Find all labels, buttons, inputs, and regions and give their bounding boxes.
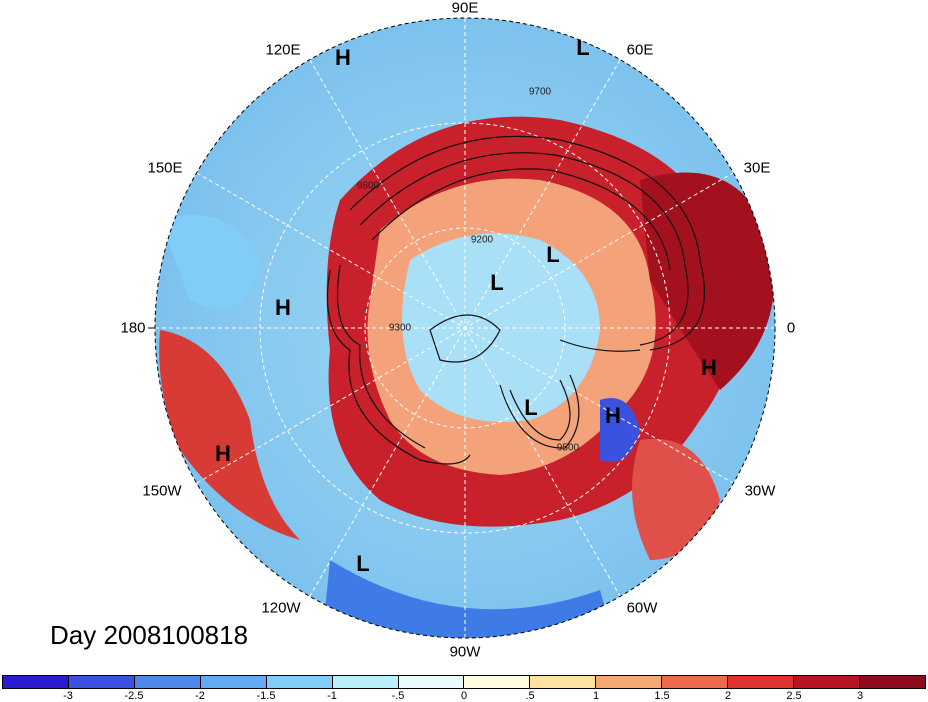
colorbar-segment (464, 676, 531, 688)
lon-label-150e: 150E (147, 159, 183, 177)
colorbar-segment (200, 676, 267, 688)
colorbar-tick-label: .5 (525, 690, 535, 702)
colorbar-tick-label: 1.5 (654, 690, 670, 702)
colorbar-segment (794, 676, 860, 688)
colorbar-segment (596, 676, 663, 688)
lon-label-90w: 90W (449, 643, 481, 661)
lon-label-180: 180 (120, 319, 146, 337)
blue-region-west (160, 215, 260, 309)
contour-label: 9700 (528, 86, 552, 98)
lon-label-60w: 60W (626, 599, 658, 617)
graticule (155, 18, 775, 638)
polar-map (148, 17, 776, 639)
pressure-center-l: L (356, 551, 370, 576)
lon-label-150w: 150W (142, 482, 182, 500)
colorbar-segment (728, 676, 795, 688)
colorbar-tick-label: 1 (592, 690, 600, 702)
contour-label: 9800 (356, 180, 380, 192)
pressure-center-h: H (275, 295, 291, 320)
colorbar-segment (859, 676, 925, 688)
colorbar-tick-label: -1 (327, 690, 337, 702)
colorbar-segment (3, 676, 69, 688)
lon-label-30w: 30W (744, 482, 776, 500)
lon-label-0: 0 (786, 319, 796, 337)
contour-label: 9300 (388, 322, 412, 334)
cold-patch-atlantic (600, 398, 640, 462)
pressure-center-l: L (524, 395, 538, 420)
lon-label-90e: 90E (451, 0, 479, 17)
lon-label-60e: 60E (626, 41, 654, 59)
pressure-center-l: L (490, 270, 504, 295)
pressure-center-l: L (576, 35, 590, 60)
contour-label: 9500 (556, 442, 580, 454)
colorbar-tick-label: -3 (63, 690, 73, 702)
colorbar-tick-label: -.5 (391, 690, 405, 702)
lon-label-120e: 120E (265, 41, 301, 59)
date-label: Day 2008100818 (50, 620, 249, 650)
colorbar-tick-label: -2 (195, 690, 205, 702)
warm-region-southeast (632, 438, 720, 560)
colorbar-segment (398, 676, 465, 688)
colorbar-segment (134, 676, 201, 688)
colorbar-segment (332, 676, 399, 688)
pressure-center-h: H (335, 45, 351, 70)
contour-label: 9200 (470, 234, 494, 246)
colorbar-segment (662, 676, 729, 688)
colorbar-tick-label: -1.5 (256, 690, 276, 702)
colorbar-segment (530, 676, 597, 688)
colorbar-segment (68, 676, 135, 688)
colorbar-tick-label: 2 (724, 690, 732, 702)
colorbar (2, 675, 926, 689)
anomaly-field (155, 18, 775, 638)
lon-label-30e: 30E (743, 159, 771, 177)
pressure-center-h: H (701, 355, 717, 380)
warm-region-southwest (159, 330, 300, 540)
colorbar-tick-label: 0 (460, 690, 468, 702)
colorbar-tick-label: -2.5 (124, 690, 144, 702)
colorbar-tick-label: 2.5 (786, 690, 802, 702)
pressure-center-h: H (605, 403, 621, 428)
lon-label-120w: 120W (261, 599, 301, 617)
geopotential-contours (326, 135, 705, 465)
pressure-center-h: H (215, 441, 231, 466)
pressure-center-l: L (546, 242, 560, 267)
colorbar-segment (266, 676, 333, 688)
colorbar-tick-label: 3 (856, 690, 864, 702)
